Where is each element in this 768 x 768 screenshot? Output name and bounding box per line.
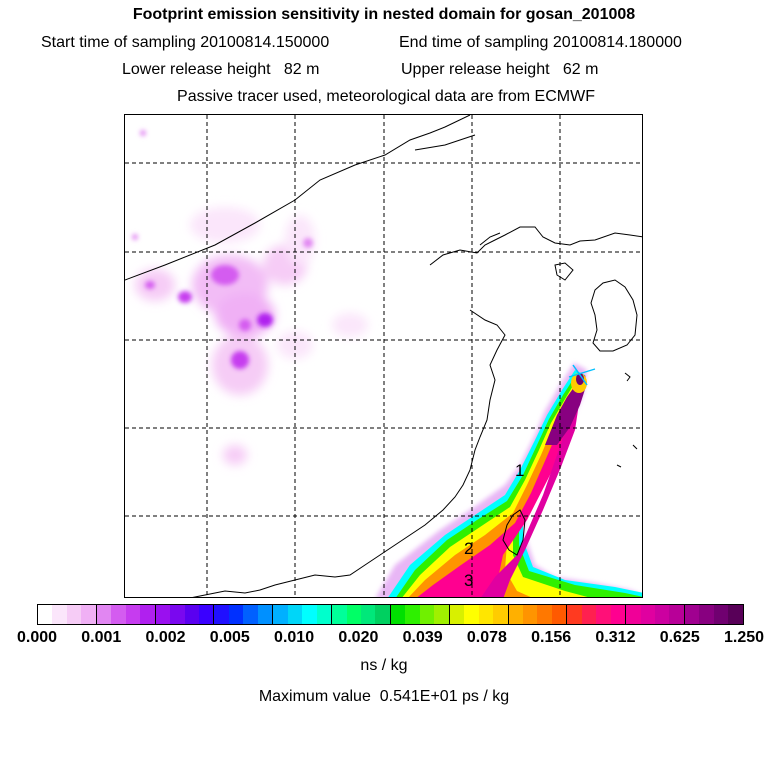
colorbar-swatch bbox=[596, 605, 611, 624]
colorbar-swatch bbox=[567, 605, 582, 624]
colorbar-swatch bbox=[214, 605, 229, 624]
colorbar-tick-label: 0.020 bbox=[338, 629, 379, 646]
colorbar-swatch bbox=[155, 605, 171, 624]
colorbar-swatch bbox=[360, 605, 376, 624]
point-label-1: 1 bbox=[515, 461, 524, 480]
colorbar-swatch bbox=[713, 605, 729, 624]
inland-sensitivity-cores bbox=[132, 130, 313, 369]
maximum-value-label: Maximum value bbox=[258, 688, 371, 705]
colorbar-swatch bbox=[125, 605, 141, 624]
lower-release-height: Lower release height 82 m bbox=[122, 61, 319, 79]
colorbar-swatch bbox=[81, 605, 97, 624]
upper-release-label: Upper release height bbox=[401, 61, 550, 78]
colorbar-swatch bbox=[198, 605, 215, 624]
colorbar-tick-label: 0.000 bbox=[16, 629, 58, 646]
colorbar-swatch bbox=[626, 605, 641, 624]
start-time: Start time of sampling 20100814.150000 bbox=[41, 34, 329, 52]
colorbar-swatch bbox=[464, 605, 479, 624]
point-label-3: 3 bbox=[464, 571, 473, 590]
colorbar-tick-label: 0.010 bbox=[274, 629, 315, 646]
colorbar-tick-label: 0.005 bbox=[209, 629, 250, 646]
colorbar-tick-label: 0.078 bbox=[466, 629, 507, 646]
upper-release-height: Upper release height 62 m bbox=[401, 61, 598, 79]
colorbar-swatch bbox=[140, 605, 156, 624]
colorbar-tick-label: 1.250 bbox=[723, 629, 765, 646]
inland-sensitivity-patches bbox=[135, 207, 368, 465]
end-time-value: 20100814.180000 bbox=[552, 34, 682, 51]
footprint-plume bbox=[376, 363, 642, 597]
colorbar-tick-label: 0.001 bbox=[81, 629, 122, 646]
colorbar-swatch bbox=[640, 605, 656, 624]
colorbar-swatch bbox=[66, 605, 82, 624]
colorbar-swatch bbox=[287, 605, 303, 624]
colorbar-swatch bbox=[184, 605, 199, 624]
colorbar-swatch bbox=[581, 605, 597, 624]
colorbar-swatch bbox=[111, 605, 126, 624]
start-time-value: 20100814.150000 bbox=[200, 34, 330, 51]
figure-title: Footprint emission sensitivity in nested… bbox=[132, 6, 636, 23]
point-label-2: 2 bbox=[464, 539, 473, 558]
colorbar-tick-label: 0.625 bbox=[659, 629, 700, 646]
maximum-value-number: 0.541E+01 ps / kg bbox=[379, 688, 510, 705]
colorbar-swatch bbox=[52, 605, 67, 624]
colorbar-swatch bbox=[96, 605, 112, 624]
colorbar-swatch bbox=[38, 605, 53, 624]
start-time-label: Start time of sampling bbox=[41, 34, 196, 51]
colorbar-swatch bbox=[728, 605, 743, 624]
lower-release-label: Lower release height bbox=[122, 61, 271, 78]
colorbar-swatch bbox=[390, 605, 406, 624]
colorbar bbox=[37, 604, 744, 625]
colorbar-swatch bbox=[332, 605, 347, 624]
colorbar-unit: ns / kg bbox=[360, 657, 408, 674]
end-time: End time of sampling 20100814.180000 bbox=[399, 34, 682, 52]
tracer-note: Passive tracer used, meteorological data… bbox=[177, 88, 595, 105]
colorbar-swatch bbox=[508, 605, 523, 624]
colorbar-swatch bbox=[669, 605, 685, 624]
colorbar-swatch bbox=[699, 605, 714, 624]
colorbar-swatch bbox=[302, 605, 317, 624]
colorbar-swatch bbox=[434, 605, 450, 624]
colorbar-swatch bbox=[551, 605, 568, 624]
colorbar-tick-label: 0.312 bbox=[595, 629, 636, 646]
colorbar-swatch bbox=[493, 605, 509, 624]
colorbar-swatch bbox=[684, 605, 700, 624]
colorbar-tick-label: 0.156 bbox=[531, 629, 572, 646]
maximum-value: Maximum value 0.541E+01 ps / kg bbox=[0, 688, 768, 706]
colorbar-swatch bbox=[273, 605, 288, 624]
colorbar-swatch bbox=[243, 605, 258, 624]
colorbar-swatch bbox=[610, 605, 627, 624]
lower-release-value: 82 m bbox=[283, 61, 320, 78]
colorbar-swatch bbox=[316, 605, 333, 624]
colorbar-swatch bbox=[257, 605, 274, 624]
colorbar-tick-label: 0.002 bbox=[145, 629, 186, 646]
colorbar-swatch bbox=[170, 605, 185, 624]
colorbar-tick-label: 0.039 bbox=[402, 629, 443, 646]
colorbar-swatch bbox=[405, 605, 420, 624]
colorbar-swatch bbox=[478, 605, 494, 624]
colorbar-swatch bbox=[346, 605, 361, 624]
lat-lon-grid bbox=[125, 115, 642, 597]
colorbar-swatch bbox=[522, 605, 538, 624]
colorbar-swatch bbox=[375, 605, 391, 624]
map-canvas: 1 2 3 bbox=[125, 115, 642, 597]
colorbar-swatch bbox=[228, 605, 244, 624]
colorbar-swatch bbox=[537, 605, 552, 624]
colorbar-swatch bbox=[419, 605, 435, 624]
upper-release-value: 62 m bbox=[562, 61, 599, 78]
footprint-map: 1 2 3 bbox=[124, 114, 643, 598]
colorbar-swatch bbox=[449, 605, 465, 624]
colorbar-swatch bbox=[655, 605, 670, 624]
end-time-label: End time of sampling bbox=[399, 34, 549, 51]
